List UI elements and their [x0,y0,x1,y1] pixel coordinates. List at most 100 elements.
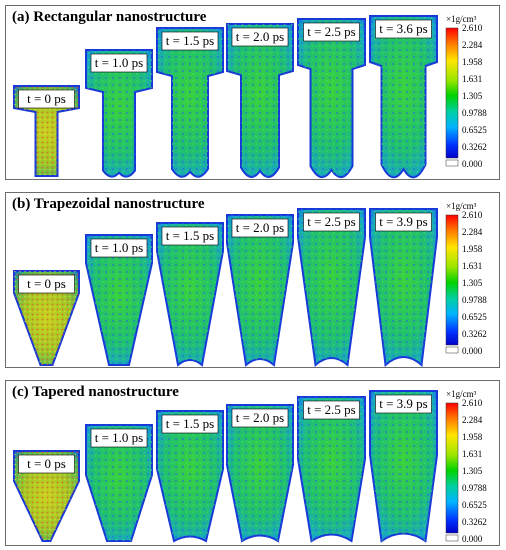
colorbar-tick: 2.284 [462,227,483,237]
panel-title: (c) Tapered nanostructure [12,384,179,400]
density-speckle [157,28,223,177]
time-label-box [303,212,360,232]
time-label-box [231,408,289,428]
panel-trapezoidal: (b) Trapezoidal nanostructure t = 0 ps t … [5,192,500,368]
colorbar-tick: 2.284 [462,40,483,50]
colorbar-tick: 2.610 [462,23,483,33]
time-label: t = 2.0 ps [236,29,285,44]
colorbar-tick: 1.631 [462,449,482,459]
frame-3: t = 2.0 ps [226,404,294,543]
time-label-box [375,19,432,39]
colorbar-tick: 0.3262 [462,517,487,527]
density-speckle [227,405,293,541]
colorbar-tick: 2.610 [462,210,483,220]
frame-3: t = 2.0 ps [226,23,294,178]
colorbar-gradient [445,27,459,159]
density-speckle [14,86,79,176]
frame-0: t = 0 ps [13,270,80,366]
colorbar-tick: 1.958 [462,57,483,67]
frame-2: t = 1.5 ps [156,27,224,178]
colorbar-tick: 0.3262 [462,142,487,152]
density-speckle [157,223,223,365]
frames-group: t = 0 ps t = 1.0 ps t = 1.5 ps t = 2.0 ps t … [13,390,438,543]
density-speckle [370,16,437,178]
colorbar-tick: 0.9788 [462,108,487,118]
colorbar-gradient [445,214,459,346]
time-label: t = 3.9 ps [379,396,428,411]
time-label-box [90,53,148,73]
frame-4: t = 2.5 ps [297,18,366,178]
colorbar-tick: 1.631 [462,261,482,271]
colorbar-tick: 0.9788 [462,483,487,493]
density-speckle [370,209,437,365]
frame-1: t = 1.0 ps [85,49,153,178]
colorbar-tick: 0.000 [462,346,483,356]
panel-figure: t = 0 ps t = 1.0 ps t = 1.5 ps t = 2.0 ps t … [13,389,487,544]
density-speckle [298,397,365,541]
colorbar-tick: 1.958 [462,244,483,254]
time-label-box [161,31,219,51]
time-label-box [161,414,219,434]
density-speckle [14,451,79,541]
frame-2: t = 1.5 ps [156,222,224,367]
frame-0: t = 0 ps [13,450,80,542]
time-label-box [18,89,75,109]
colorbar-tick: 0.6525 [462,312,487,322]
density-speckle [298,209,365,365]
time-label: t = 1.5 ps [166,33,215,48]
time-label-box [90,428,148,448]
panel-rectangular: (a) Rectangular nanostructure t = 0 ps t … [5,5,500,180]
time-label: t = 1.0 ps [95,430,144,445]
colorbar-empty [445,534,459,542]
time-label: t = 1.5 ps [166,416,215,431]
time-label-box [231,27,289,47]
time-label-box [375,394,432,414]
colorbar-unit: ×1g/cm³ [446,14,477,24]
colorbar-gradient [445,402,459,534]
colorbar-tick: 0.000 [462,534,483,544]
time-label: t = 2.5 ps [307,402,356,417]
frame-5: t = 3.6 ps [369,15,438,179]
time-label: t = 2.0 ps [236,220,285,235]
colorbar-tick: 0.9788 [462,295,487,305]
time-label: t = 1.5 ps [166,228,215,243]
colorbar-tick: 1.958 [462,432,483,442]
density-speckle [227,215,293,365]
frame-4: t = 2.5 ps [297,208,366,367]
time-label: t = 2.5 ps [307,214,356,229]
time-label-box [18,454,75,474]
colorbar-tick: 2.284 [462,415,483,425]
time-label-box [231,218,289,238]
time-label: t = 1.0 ps [95,240,144,255]
frame-2: t = 1.5 ps [156,410,224,543]
colorbar-tick: 0.000 [462,159,483,169]
time-label-box [303,22,360,42]
density-speckle [86,50,152,177]
time-label-box [18,274,75,294]
colorbar-tick: 1.305 [462,278,483,288]
frame-5: t = 3.9 ps [369,208,438,367]
density-speckle [370,391,437,541]
colorbar-tick: 0.3262 [462,329,487,339]
colorbar-tick: 2.610 [462,398,483,408]
colorbar-empty [445,346,459,354]
panel-figure: t = 0 ps t = 1.0 ps t = 1.5 ps t = 2.0 ps t … [13,201,487,367]
frame-0: t = 0 ps [13,85,80,177]
frame-3: t = 2.0 ps [226,214,294,367]
frame-1: t = 1.0 ps [85,424,153,542]
time-label-box [90,238,148,258]
colorbar-unit: ×1g/cm³ [446,201,477,211]
density-speckle [157,411,223,541]
time-label: t = 3.6 ps [379,21,428,36]
density-speckle [227,24,293,177]
frames-group: t = 0 ps t = 1.0 ps t = 1.5 ps t = 2.0 ps t … [13,208,438,367]
time-label: t = 2.5 ps [307,24,356,39]
panel-title: (a) Rectangular nanostructure [12,9,207,25]
time-label: t = 0 ps [27,91,66,106]
colorbar-unit: ×1g/cm³ [446,389,477,399]
time-label: t = 3.9 ps [379,214,428,229]
density-speckle [86,235,152,365]
